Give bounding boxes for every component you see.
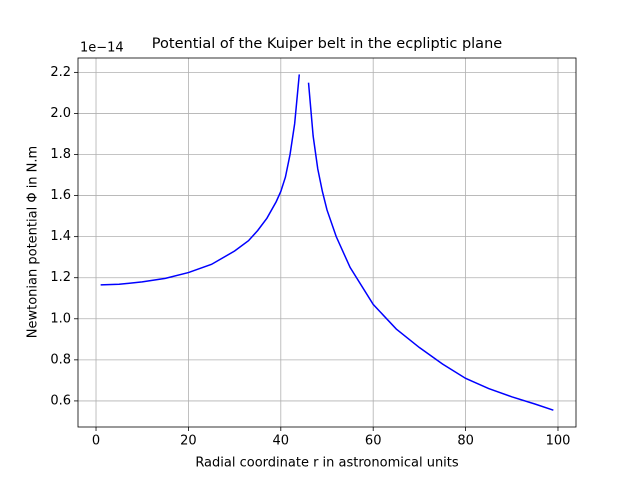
- y-tick-label: 1.0: [50, 311, 71, 326]
- x-tick-label: 0: [92, 434, 100, 449]
- x-axis-label: Radial coordinate r in astronomical unit…: [195, 456, 459, 471]
- y-tick-label: 2.0: [50, 106, 71, 121]
- x-tick-label: 80: [457, 434, 474, 449]
- y-tick-label: 0.6: [50, 393, 71, 408]
- y-offset-label: 1e−14: [80, 41, 124, 56]
- y-tick-label: 1.4: [50, 229, 71, 244]
- plot-frame: [77, 57, 577, 428]
- y-tick-label: 1.6: [50, 188, 71, 203]
- y-tick-label: 1.8: [50, 147, 71, 162]
- y-axis-label: Newtonian potential Φ in N.m: [26, 146, 41, 338]
- y-tick-label: 2.2: [50, 65, 71, 80]
- chart-title: Potential of the Kuiper belt in the ecpl…: [152, 36, 502, 52]
- data-line: [100, 74, 554, 411]
- x-tick-label: 60: [365, 434, 382, 449]
- y-tick-label: 0.8: [50, 352, 71, 367]
- x-tick-label: 20: [180, 434, 197, 449]
- x-tick-label: 100: [546, 434, 571, 449]
- x-tick-label: 40: [273, 434, 290, 449]
- y-tick-label: 1.2: [50, 270, 71, 285]
